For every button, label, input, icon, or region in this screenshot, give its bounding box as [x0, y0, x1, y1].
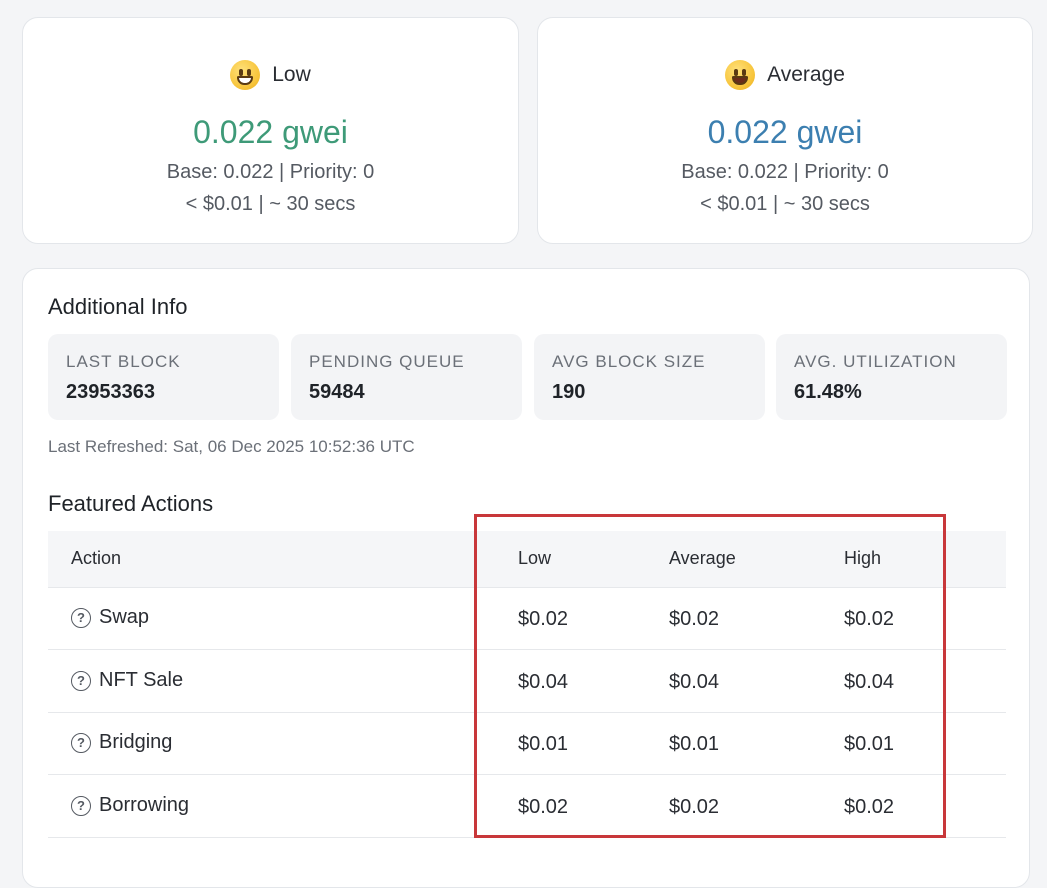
stat-value: 190 — [552, 381, 586, 403]
stat-label: PENDING QUEUE — [309, 352, 465, 371]
gas-card-average: Average 0.022 gwei Base: 0.022 | Priorit… — [537, 17, 1033, 244]
gas-card-average-label: Average — [767, 63, 845, 86]
grinning-face-icon — [725, 60, 756, 90]
header-high: High — [844, 548, 882, 568]
table-row: ? Borrowing $0.02 $0.02 $0.02 — [48, 776, 1006, 838]
additional-info-title: Additional Info — [48, 294, 188, 319]
cost-average: $0.02 — [669, 796, 720, 818]
stat-avg-block-size: AVG BLOCK SIZE 190 — [534, 334, 765, 420]
cost-average: $0.04 — [669, 671, 720, 693]
gas-card-low-price: 0.022 gwei — [193, 114, 348, 150]
action-name: NFT Sale — [99, 669, 184, 691]
header-action: Action — [71, 548, 122, 568]
cost-low: $0.02 — [518, 796, 569, 818]
gas-card-low-label: Low — [272, 63, 311, 86]
gas-card-average-price: 0.022 gwei — [707, 114, 863, 150]
action-cell: ? Swap — [71, 606, 149, 629]
stat-avg-utilization: AVG. UTILIZATION 61.48% — [776, 334, 1007, 420]
gas-card-average-cost-time: < $0.01 | ~ 30 secs — [700, 193, 870, 215]
table-header: Action Low Average High — [48, 531, 1006, 588]
gas-card-low-base-priority: Base: 0.022 | Priority: 0 — [166, 161, 375, 183]
gas-card-average-header: Average — [538, 60, 1032, 90]
cost-high: $0.01 — [844, 733, 895, 755]
cost-high: $0.02 — [844, 796, 895, 818]
table-row: ? Swap $0.02 $0.02 $0.02 — [48, 588, 1006, 650]
stat-pending-queue: PENDING QUEUE 59484 — [291, 334, 522, 420]
cost-high: $0.04 — [844, 671, 895, 693]
action-name: Bridging — [99, 731, 173, 753]
grinning-face-with-smiling-eyes-icon — [230, 60, 261, 90]
table-row: ? Bridging $0.01 $0.01 $0.01 — [48, 713, 1006, 775]
question-circle-icon[interactable]: ? — [71, 670, 91, 691]
action-name: Borrowing — [99, 794, 190, 816]
gas-card-average-base-priority: Base: 0.022 | Priority: 0 — [681, 161, 889, 183]
featured-actions-title: Featured Actions — [48, 491, 214, 516]
stat-label: LAST BLOCK — [66, 352, 181, 371]
info-card: Additional Info LAST BLOCK 23953363 PEND… — [22, 268, 1030, 888]
cost-average: $0.02 — [669, 608, 720, 630]
action-cell: ? Borrowing — [71, 794, 189, 817]
cost-low: $0.01 — [518, 733, 569, 755]
question-circle-icon[interactable]: ? — [71, 795, 91, 816]
stat-label: AVG. UTILIZATION — [794, 352, 957, 371]
action-cell: ? Bridging — [71, 731, 172, 754]
gas-card-low: Low 0.022 gwei Base: 0.022 | Priority: 0… — [22, 17, 519, 244]
gas-card-low-header: Low — [23, 60, 518, 90]
stat-value: 59484 — [309, 381, 365, 403]
cost-low: $0.02 — [518, 608, 569, 630]
cost-average: $0.01 — [669, 733, 720, 755]
header-average: Average — [669, 548, 736, 568]
header-low: Low — [518, 548, 552, 568]
stat-value: 23953363 — [66, 381, 155, 403]
gas-card-low-cost-time: < $0.01 | ~ 30 secs — [185, 193, 356, 215]
action-cell: ? NFT Sale — [71, 669, 183, 692]
stat-label: AVG BLOCK SIZE — [552, 352, 706, 371]
stat-value: 61.48% — [794, 381, 862, 403]
cost-low: $0.04 — [518, 671, 569, 693]
question-circle-icon[interactable]: ? — [71, 732, 91, 753]
cost-high: $0.02 — [844, 608, 895, 630]
table-row: ? NFT Sale $0.04 $0.04 $0.04 — [48, 651, 1006, 713]
stat-last-block: LAST BLOCK 23953363 — [48, 334, 279, 420]
last-refreshed: Last Refreshed: Sat, 06 Dec 2025 10:52:3… — [48, 437, 415, 456]
action-name: Swap — [99, 606, 150, 628]
question-circle-icon[interactable]: ? — [71, 607, 91, 628]
